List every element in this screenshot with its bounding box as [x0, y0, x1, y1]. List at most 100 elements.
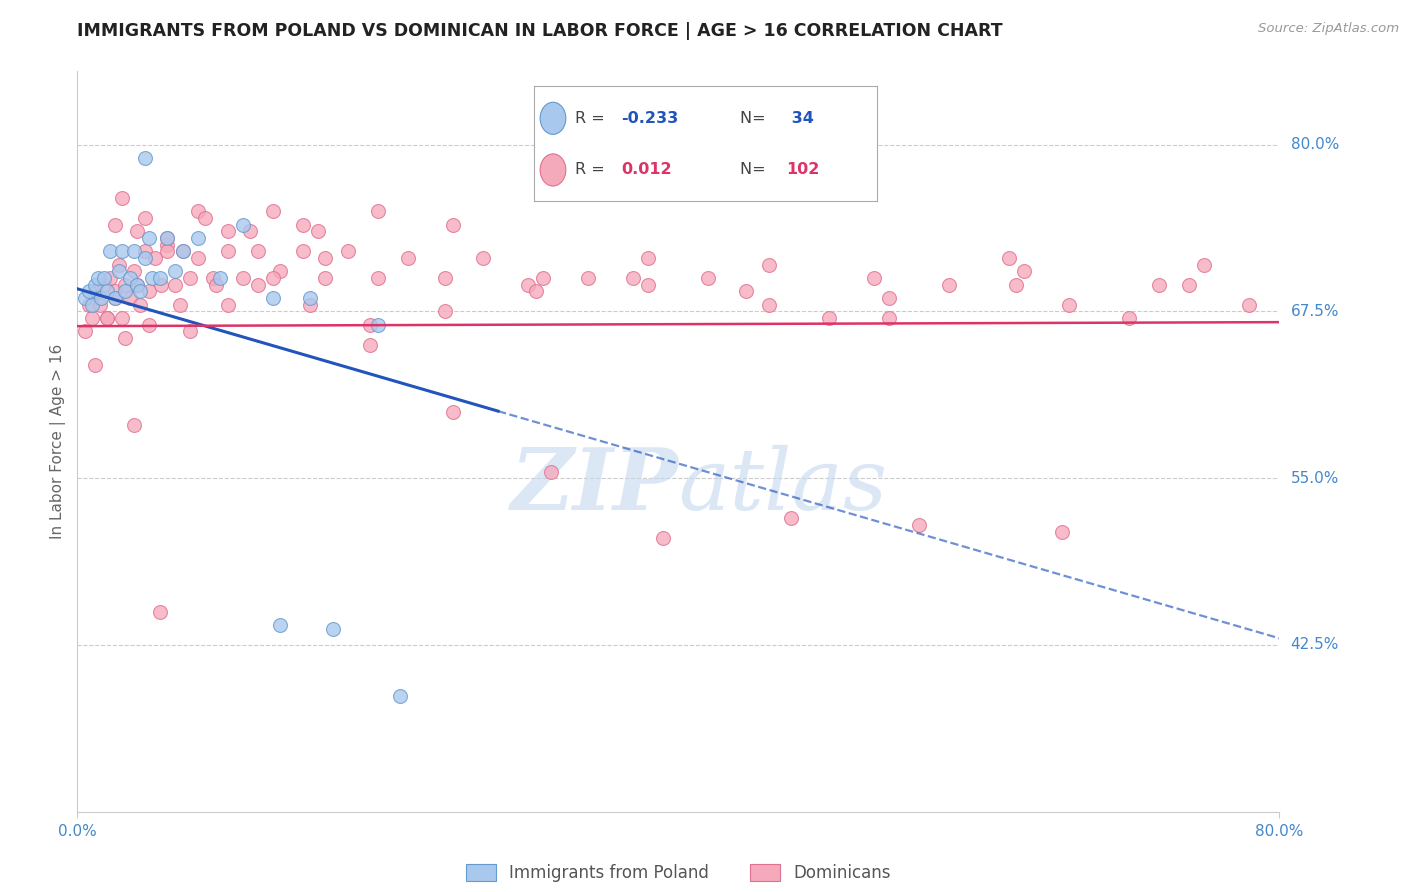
Point [114, 285, 136, 299]
Point [780, 511, 803, 525]
Point [87, 271, 110, 285]
Point [156, 237, 179, 252]
Point [108, 258, 131, 272]
Point [104, 285, 127, 299]
Point [100, 271, 122, 285]
Point [269, 264, 291, 278]
Text: ZIP: ZIP [510, 444, 679, 528]
Point [204, 277, 226, 292]
Point [1149, 277, 1171, 292]
Point [108, 264, 131, 278]
Point [758, 258, 780, 272]
Text: 42.5%: 42.5% [1291, 638, 1339, 652]
Point [79, 285, 101, 299]
Point [998, 251, 1021, 265]
Point [877, 291, 900, 305]
Point [96, 285, 118, 299]
Point [637, 277, 659, 292]
Point [111, 191, 134, 205]
Point [758, 298, 780, 312]
Point [576, 271, 599, 285]
Point [322, 622, 344, 636]
Point [179, 325, 201, 339]
Point [336, 244, 359, 259]
Point [124, 244, 146, 259]
Point [150, 277, 173, 292]
Point [817, 311, 839, 326]
Point [124, 417, 146, 432]
Point [359, 318, 381, 332]
Text: 80.0%: 80.0% [1291, 137, 1339, 153]
Point [138, 318, 160, 332]
Point [441, 404, 464, 418]
Point [104, 218, 127, 232]
Text: IMMIGRANTS FROM POLAND VS DOMINICAN IN LABOR FORCE | AGE > 16 CORRELATION CHART: IMMIGRANTS FROM POLAND VS DOMINICAN IN L… [77, 22, 1002, 40]
Point [217, 224, 239, 238]
Text: Source: ZipAtlas.com: Source: ZipAtlas.com [1258, 22, 1399, 36]
Point [96, 311, 118, 326]
Point [111, 244, 134, 259]
Point [938, 277, 960, 292]
Point [93, 271, 115, 285]
Point [908, 517, 931, 532]
Point [697, 271, 720, 285]
Point [367, 318, 389, 332]
Point [540, 465, 562, 479]
Point [124, 264, 146, 278]
Point [186, 204, 209, 219]
Text: 67.5%: 67.5% [1291, 304, 1339, 319]
Point [194, 211, 217, 226]
Point [134, 151, 156, 165]
Point [239, 224, 262, 238]
Point [127, 224, 149, 238]
Point [1118, 311, 1140, 326]
Point [169, 298, 191, 312]
Point [93, 277, 115, 292]
Point [1178, 277, 1201, 292]
Point [1194, 258, 1216, 272]
Point [118, 271, 141, 285]
Point [262, 271, 284, 285]
Point [441, 218, 464, 232]
Point [96, 311, 118, 326]
Point [134, 211, 156, 226]
Point [262, 291, 284, 305]
Point [307, 224, 329, 238]
Point [246, 244, 269, 259]
Point [1050, 524, 1073, 539]
Point [82, 311, 104, 326]
Point [314, 251, 336, 265]
Point [156, 231, 179, 245]
Point [472, 251, 495, 265]
Point [84, 277, 107, 292]
Point [246, 277, 269, 292]
Point [621, 271, 644, 285]
Point [862, 271, 884, 285]
Point [637, 251, 659, 265]
Point [367, 204, 389, 219]
Point [89, 298, 111, 312]
Point [396, 251, 419, 265]
Point [111, 311, 134, 326]
Y-axis label: In Labor Force | Age > 16: In Labor Force | Age > 16 [51, 344, 66, 539]
Point [114, 277, 136, 292]
Point [134, 244, 156, 259]
Point [100, 244, 122, 259]
Point [299, 298, 322, 312]
Point [367, 271, 389, 285]
Point [201, 271, 224, 285]
Point [524, 285, 547, 299]
Point [232, 218, 254, 232]
Point [129, 298, 152, 312]
Point [434, 271, 457, 285]
Point [156, 244, 179, 259]
Point [291, 218, 314, 232]
Point [269, 618, 291, 632]
Point [138, 285, 160, 299]
Point [90, 291, 112, 305]
Point [127, 277, 149, 292]
Point [262, 204, 284, 219]
Legend: Immigrants from Poland, Dominicans: Immigrants from Poland, Dominicans [458, 857, 898, 888]
Point [118, 291, 141, 305]
Point [652, 531, 675, 545]
